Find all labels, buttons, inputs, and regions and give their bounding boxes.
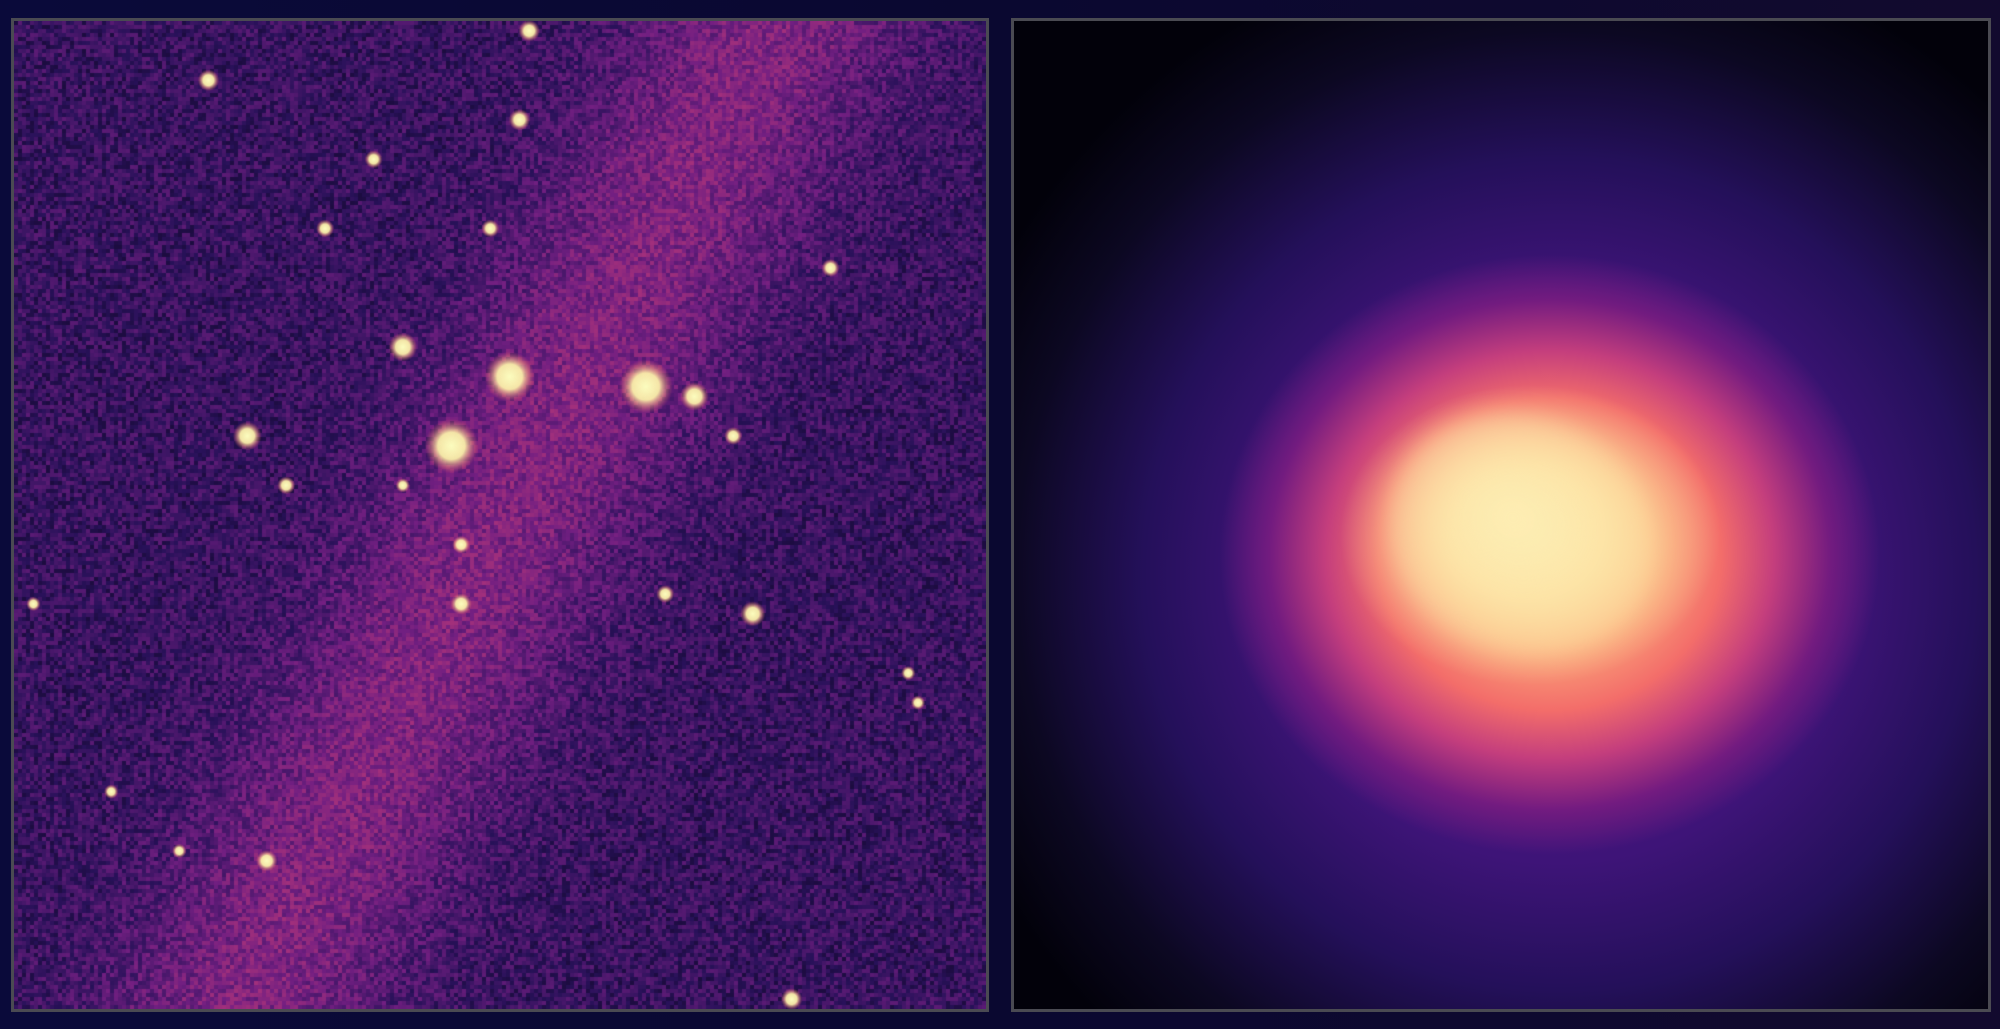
- smoothed-emission-image-panel: [1011, 18, 1991, 1012]
- star-field-image-panel: [11, 18, 989, 1012]
- star-field-image: [14, 21, 986, 1009]
- emission-core: [1346, 369, 1695, 700]
